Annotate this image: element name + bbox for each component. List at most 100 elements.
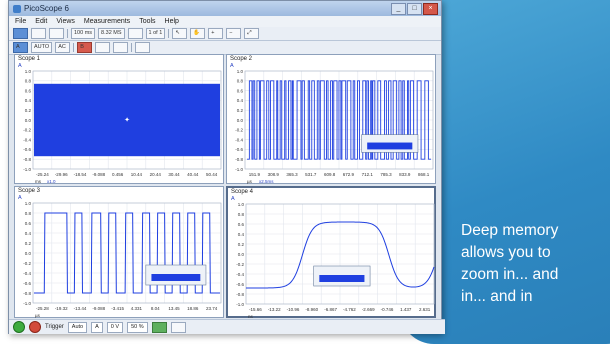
- pretrigger-field[interactable]: 50 %: [127, 321, 148, 333]
- zoom-out-icon[interactable]: −: [226, 28, 242, 39]
- toolbar-divider: [168, 29, 170, 38]
- x-tick-label: -8.960: [305, 307, 318, 312]
- x-tick-label: 151.9: [249, 172, 261, 177]
- zoom-overview-region[interactable]: [367, 142, 413, 150]
- x-tick-label: -18.54: [74, 172, 87, 177]
- x-tick-label: 712.1: [362, 172, 374, 177]
- x-tick-label: 868.1: [418, 172, 430, 177]
- x-tick-label: 40.44: [187, 172, 199, 177]
- x-tick-label: 785.3: [380, 172, 392, 177]
- channel-b-coupling-select[interactable]: [113, 42, 129, 53]
- channel-a-button[interactable]: A: [13, 42, 28, 53]
- app-window: PicoScope 6 _ □ × File Edit Views Measur…: [8, 0, 445, 334]
- y-tick-label: -1.0: [23, 301, 31, 306]
- maximize-button[interactable]: □: [407, 2, 422, 15]
- y-tick-label: 1.0: [237, 69, 244, 74]
- x-tick-label: 0.456: [112, 172, 124, 177]
- channel-options-button[interactable]: [135, 42, 151, 53]
- x-tick-label: 23.74: [206, 306, 218, 311]
- y-tick-label: -0.6: [23, 147, 31, 152]
- y-tick-label: 0.0: [25, 251, 32, 256]
- y-tick-label: 0.4: [238, 232, 245, 237]
- menu-bar: File Edit Views Measurements Tools Help: [9, 16, 441, 27]
- grid: [32, 202, 222, 304]
- close-button[interactable]: ×: [423, 2, 438, 15]
- trigger-label: Trigger: [45, 324, 64, 330]
- y-tick-label: -0.8: [235, 157, 243, 162]
- menu-measurements[interactable]: Measurements: [83, 18, 131, 25]
- x-tick-label: 308.9: [268, 172, 280, 177]
- waveform-trace: [34, 83, 220, 157]
- rulers-button[interactable]: [151, 321, 167, 333]
- trigger-mode-select[interactable]: Auto: [67, 321, 88, 333]
- notes-button[interactable]: [170, 321, 186, 333]
- y-tick-label: 0.0: [238, 252, 245, 257]
- x-tick-label: -25.24: [36, 172, 49, 177]
- scope-view-4[interactable]: 1.0 0.8 0.6 0.4 0.2 0.0 -0.2 -0.4 -0.6 -0.8 -1.0 -1…: [226, 186, 436, 319]
- x-tick-label: 2.631: [419, 307, 431, 312]
- zoom-overview-region[interactable]: [319, 275, 365, 282]
- waveform-trace: [246, 221, 435, 289]
- y-tick-label: 0.0: [25, 118, 32, 123]
- start-capture-button[interactable]: [13, 321, 25, 333]
- waveform-trace: [34, 212, 220, 294]
- x-tick-label: -9.088: [92, 172, 105, 177]
- pointer-tool-icon[interactable]: ↖: [172, 28, 188, 39]
- toolbar-divider: [131, 43, 133, 52]
- timebase-select[interactable]: 100 ms: [71, 28, 96, 39]
- scope-view-2[interactable]: 1.0 0.8 0.6 0.4 0.2 0.0 -0.2 -0.4 -0.6 -0.8 -1.0 15…: [226, 54, 436, 184]
- resolution-enhancement-button[interactable]: [127, 28, 143, 39]
- minimize-button[interactable]: _: [391, 2, 406, 15]
- hand-tool-icon[interactable]: ✋: [190, 28, 206, 39]
- x-tick-label: 672.9: [343, 172, 355, 177]
- channel-b-range-select[interactable]: [95, 42, 111, 53]
- scope-view-3[interactable]: 1.0 0.8 0.6 0.4 0.2 0.0 -0.2 -0.4 -0.6 -0.8 -1.0 -2…: [14, 186, 224, 318]
- channel-b-button[interactable]: B: [77, 42, 93, 53]
- channel-a-coupling-select[interactable]: AC: [55, 42, 71, 53]
- trigger-level-field[interactable]: 0 V: [106, 321, 124, 333]
- y-tick-label: 0.0: [237, 118, 244, 123]
- x-tick-label: -15.66: [249, 307, 262, 312]
- y-tick-label: 1.0: [25, 69, 32, 74]
- x-tick-label: -0.746: [381, 307, 394, 312]
- scope-mode-button[interactable]: [13, 28, 28, 39]
- caption-line: allows you to: [461, 244, 551, 261]
- spectrum-mode-button[interactable]: [49, 28, 64, 39]
- zoom-factor: x2.5ms: [259, 179, 274, 184]
- toolbar-divider: [73, 43, 75, 52]
- x-tick-label: 609.8: [324, 172, 336, 177]
- zoom-fit-icon[interactable]: ⤢: [244, 28, 260, 39]
- menu-file[interactable]: File: [15, 18, 27, 25]
- y-tick-label: 0.8: [237, 79, 244, 84]
- x-tick-label: 30.44: [168, 172, 180, 177]
- x-tick-label: 531.7: [305, 172, 317, 177]
- samples-select[interactable]: 8.32 MS: [98, 28, 125, 39]
- menu-views[interactable]: Views: [56, 18, 75, 25]
- x-tick-label: 833.9: [399, 172, 411, 177]
- scope-4-plot: 1.0 0.8 0.6 0.4 0.2 0.0 -0.2 -0.4 -0.6 -0.8 -1.0 -1…: [236, 202, 435, 319]
- y-tick-label: 0.4: [25, 98, 32, 103]
- plot-frame: [32, 70, 222, 170]
- menu-help[interactable]: Help: [164, 18, 179, 25]
- y-tick-label: -0.2: [23, 261, 31, 266]
- menu-edit[interactable]: Edit: [35, 18, 48, 25]
- zoom-in-icon[interactable]: +: [208, 28, 224, 39]
- x-tick-label: 1.437: [400, 307, 412, 312]
- capture-counter[interactable]: 1 of 1: [145, 28, 166, 39]
- trigger-channel-select[interactable]: A: [91, 321, 103, 333]
- caption-line: zoom in... and: [461, 266, 559, 283]
- x-unit-label: ms: [35, 179, 42, 184]
- grid: [245, 203, 435, 305]
- x-tick-label: -29.96: [55, 172, 68, 177]
- persistence-mode-button[interactable]: [31, 28, 46, 39]
- channel-label: A: [230, 63, 234, 69]
- channel-a-range-select[interactable]: AUTO: [31, 42, 53, 53]
- stop-capture-button[interactable]: [29, 321, 41, 333]
- scope-view-1[interactable]: 1.0 0.8 0.6 0.4 0.2 0.0 -0.2 -0.4 -0.6 -0.8 -1.0 -2…: [14, 54, 224, 184]
- zoom-factor: x1.0: [47, 179, 56, 184]
- zoom-overview-region[interactable]: [151, 274, 201, 281]
- plot-frame: [245, 203, 435, 305]
- x-tick-label: 13.45: [168, 306, 180, 311]
- menu-tools[interactable]: Tools: [139, 18, 156, 25]
- scope-title: Scope 3: [18, 188, 41, 194]
